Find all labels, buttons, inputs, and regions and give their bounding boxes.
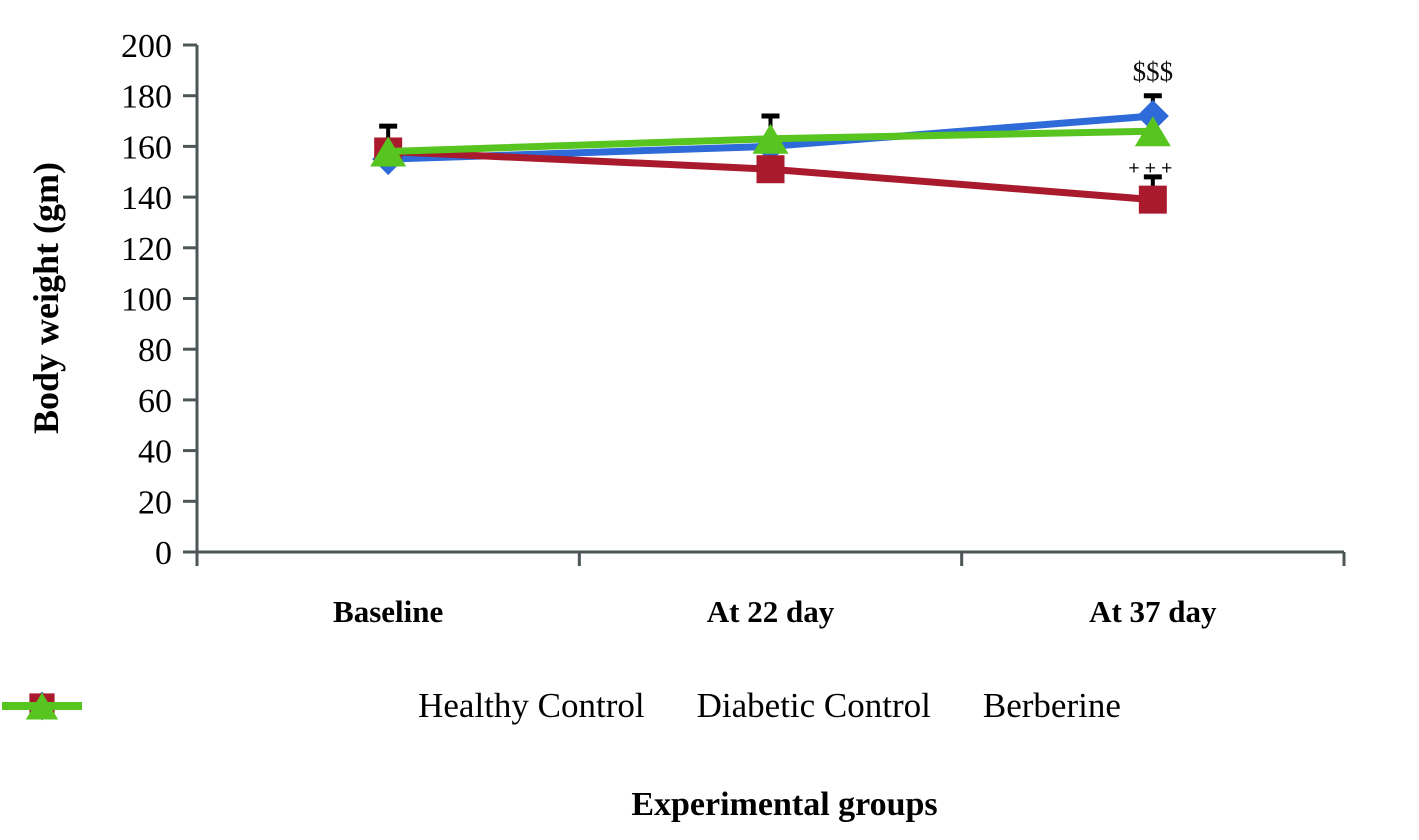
legend-triangle-swatch-icon (2, 692, 82, 720)
significance-annotation: +++ (1128, 157, 1177, 179)
triangle-marker-icon (370, 136, 407, 167)
y-axis-title: Body weight (gm) (26, 162, 66, 434)
square-marker-icon (1138, 185, 1167, 214)
y-tick-label: 200 (121, 28, 172, 65)
diamond-marker-icon (1136, 99, 1169, 132)
triangle-marker-icon (1134, 116, 1171, 147)
x-tick-label: At 37 day (1089, 594, 1217, 629)
legend: Healthy Control Diabetic Control Berberine (0, 686, 1419, 726)
y-tick-label: 100 (121, 282, 172, 319)
square-marker-icon (756, 155, 785, 184)
significance-annotation: $$$ (1133, 56, 1174, 86)
legend-label: Berberine (982, 686, 1121, 725)
annotations: $$$ +++ (1128, 56, 1177, 179)
legend-item-berberine: Berberine (2, 686, 1121, 726)
y-axis: 0 20 40 60 80 100 120 140 160 180 200 (121, 28, 199, 572)
y-tick-label: 160 (121, 129, 172, 166)
legend-label: Diabetic Control (696, 686, 931, 725)
legend-item-diabetic-control: Diabetic Control (2, 686, 931, 726)
y-tick-label: 40 (138, 434, 172, 471)
triangle-marker-icon (25, 692, 59, 720)
y-tick-label: 0 (155, 535, 172, 572)
x-axis-title: Experimental groups (631, 786, 938, 823)
x-axis: Baseline At 22 day At 37 day (195, 550, 1346, 629)
y-tick-label: 60 (138, 383, 172, 420)
x-tick-label: At 22 day (707, 594, 835, 629)
x-tick-label: Baseline (333, 594, 443, 629)
y-tick-label: 140 (121, 180, 172, 217)
series-berberine (370, 116, 1171, 167)
y-tick-label: 180 (121, 79, 172, 116)
y-tick-label: 20 (138, 484, 172, 521)
legend-label: Healthy Control (418, 686, 645, 725)
triangle-marker-icon (752, 123, 789, 154)
y-tick-label: 80 (138, 332, 172, 369)
y-tick-label: 120 (121, 231, 172, 268)
legend-item-healthy-control: Healthy Control (2, 686, 645, 726)
